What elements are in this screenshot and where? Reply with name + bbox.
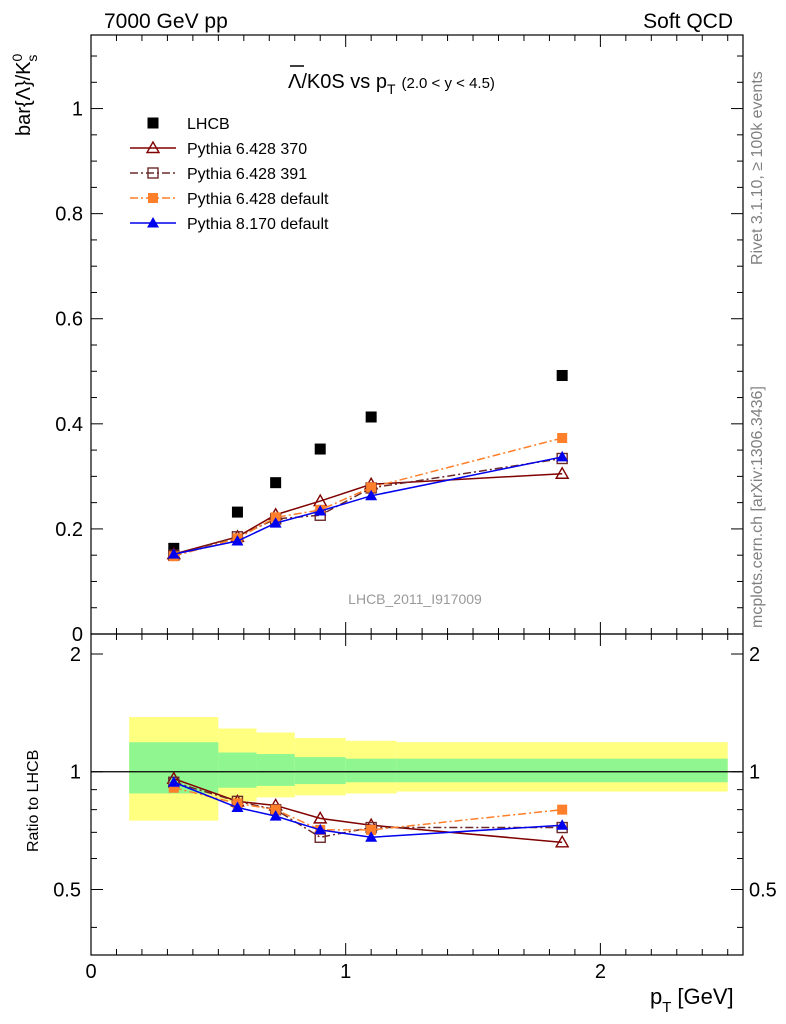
ratio-data-point bbox=[557, 804, 568, 815]
uncertainty-band-inner bbox=[294, 757, 346, 785]
y-tick-label-main: 0.2 bbox=[55, 519, 83, 541]
data-point bbox=[556, 369, 568, 381]
ratio-data-point bbox=[167, 776, 180, 787]
uncertainty-band-inner bbox=[396, 758, 728, 783]
ratio-data-point bbox=[270, 804, 281, 815]
data-point bbox=[554, 466, 570, 479]
ratio-data-point bbox=[365, 831, 378, 842]
analysis-watermark: LHCB_2011_I917009 bbox=[348, 591, 482, 607]
legend-label: Pythia 6.428 default bbox=[187, 191, 329, 208]
y-tick-label-main: 0.4 bbox=[55, 414, 83, 436]
y-tick-label-ratio-right: 2 bbox=[749, 644, 760, 666]
data-point bbox=[231, 534, 244, 546]
legend-marker bbox=[145, 140, 161, 154]
main-panel: 0 0.2 0.4 0.6 0.8 1 bbox=[55, 35, 743, 646]
ratio-data-point bbox=[168, 782, 179, 793]
ratio-data-point bbox=[556, 819, 569, 830]
legend-marker bbox=[147, 117, 159, 129]
ratio-data-layer bbox=[166, 771, 570, 848]
data-point bbox=[269, 517, 282, 528]
data-point bbox=[270, 477, 282, 489]
uncertainty-band-inner bbox=[256, 754, 295, 786]
legend-marker bbox=[147, 217, 159, 228]
y-tick-label-main: 0 bbox=[72, 624, 83, 646]
title-subscript: T bbox=[387, 81, 396, 97]
uncertainty-band-inner bbox=[218, 752, 257, 788]
data-point bbox=[314, 505, 327, 516]
x-tick-label: 2 bbox=[595, 961, 606, 983]
y-tick-label-ratio-right: 0.5 bbox=[749, 879, 777, 901]
main-ylabel: bar{Λ}/K0s bbox=[9, 53, 40, 136]
ratio-panel-frame bbox=[90, 633, 744, 956]
data-point bbox=[314, 443, 326, 455]
ratio-series-line bbox=[173, 781, 563, 839]
legend-marker bbox=[147, 167, 159, 179]
ratio-data-point bbox=[554, 834, 570, 848]
header-right: Soft QCD bbox=[643, 10, 733, 33]
data-point bbox=[167, 548, 180, 559]
mcplots-label: mcplots.cern.ch [arXiv:1306.3436] bbox=[749, 386, 766, 628]
legend-marker bbox=[148, 193, 158, 203]
legend-label: Pythia 8.170 default bbox=[187, 216, 329, 233]
ratio-data-point bbox=[366, 824, 377, 835]
data-point bbox=[231, 506, 243, 518]
header-left: 7000 GeV pp bbox=[104, 10, 228, 33]
svg-text:Λ/K0S vs pT(2.0 < y < 4.5): Λ/K0S vs pT (2.0 < y < 4.5) bbox=[288, 71, 495, 97]
data-point bbox=[365, 489, 378, 501]
ratio-series-line bbox=[173, 787, 563, 831]
data-point bbox=[556, 450, 569, 462]
y-tick-label-ratio-right: 1 bbox=[749, 762, 760, 784]
y-tick-label-main: 0.6 bbox=[55, 309, 83, 331]
y-tick-label-ratio: 1 bbox=[70, 762, 81, 784]
x-tick-label: 1 bbox=[340, 961, 351, 983]
ratio-data-point bbox=[313, 810, 328, 824]
y-tick-label-main: 0.8 bbox=[55, 204, 83, 226]
series-line bbox=[173, 456, 563, 555]
ratio-data-point bbox=[314, 823, 327, 835]
title-range: (2.0 < y < 4.5) bbox=[402, 75, 495, 92]
data-point bbox=[366, 482, 377, 493]
ratio-ylabel: Ratio to LHCB bbox=[25, 750, 42, 852]
ratio-panel: 0.5 0.5 1 1 2 2 0 1 2 bbox=[53, 634, 777, 983]
rivet-label: Rivet 3.1.10, ≥ 100k events bbox=[749, 71, 766, 265]
series-line bbox=[173, 437, 563, 557]
y-tick-label-main: 1 bbox=[72, 99, 83, 121]
legend: LHCB Pythia 6.428 370 Pythia 6.428 391 Pyth… bbox=[130, 116, 329, 233]
legend-label: Pythia 6.428 391 bbox=[187, 166, 307, 183]
x-axis-label: pT [GeV] bbox=[650, 984, 734, 1016]
y-tick-label-ratio: 0.5 bbox=[53, 879, 81, 901]
data-point bbox=[365, 411, 377, 423]
y-tick-label-ratio: 2 bbox=[70, 644, 81, 666]
uncertainty-band-inner bbox=[345, 758, 397, 783]
x-tick-label: 0 bbox=[85, 961, 96, 983]
plot-title: Λ/K0S vs pT (2.0 < y < 4.5) bbox=[288, 65, 495, 97]
ratio-data-point bbox=[269, 810, 282, 821]
title-main: Λ/K0S vs p bbox=[288, 71, 387, 93]
ratio-data-point bbox=[231, 801, 244, 813]
main-data-layer bbox=[166, 369, 570, 562]
legend-label: Pythia 6.428 370 bbox=[187, 141, 307, 158]
legend-label: LHCB bbox=[187, 116, 230, 133]
data-point bbox=[557, 433, 568, 444]
